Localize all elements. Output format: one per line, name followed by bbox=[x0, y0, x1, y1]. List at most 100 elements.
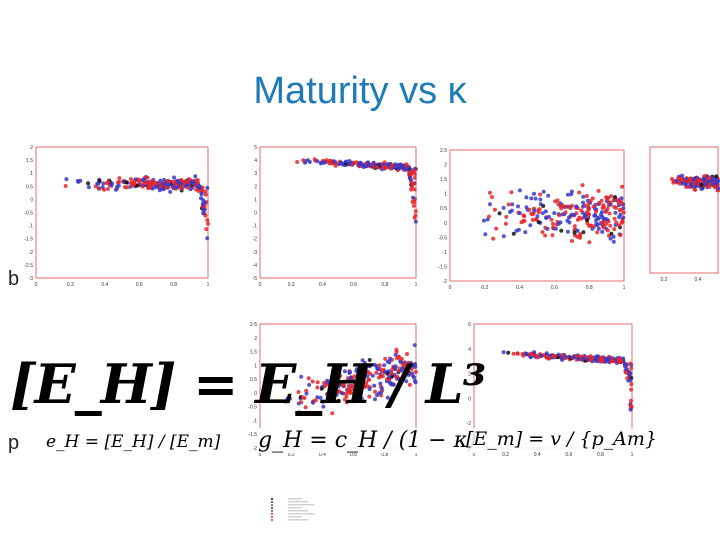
equation-structural-energy: [E_H] = E_H / L³ bbox=[10, 352, 486, 416]
equation-reserve-density: [E_m] = v / {p_Am} bbox=[466, 428, 658, 450]
y-tick-label: 1.5 bbox=[250, 350, 257, 356]
x-tick-label: 0.6 bbox=[551, 285, 558, 291]
y-tick-label: -2 bbox=[443, 279, 448, 285]
data-point bbox=[101, 181, 106, 186]
data-point bbox=[186, 183, 191, 188]
data-point bbox=[556, 221, 561, 226]
data-point bbox=[305, 158, 310, 163]
data-point bbox=[578, 234, 582, 238]
y-tick-label: -1 bbox=[253, 224, 258, 230]
data-point bbox=[581, 194, 586, 199]
data-point bbox=[315, 385, 320, 390]
data-point bbox=[571, 355, 576, 360]
data-point bbox=[501, 205, 506, 210]
data-point bbox=[707, 184, 712, 189]
data-point bbox=[676, 175, 681, 180]
data-point bbox=[332, 394, 337, 399]
side-label-p: p bbox=[8, 432, 20, 455]
y-tick-label: 2 bbox=[444, 163, 447, 169]
data-point bbox=[352, 388, 357, 393]
y-tick-label: 1 bbox=[254, 363, 257, 369]
data-point bbox=[109, 183, 114, 188]
data-point bbox=[75, 178, 80, 183]
data-point bbox=[320, 399, 325, 404]
data-point bbox=[511, 351, 516, 356]
data-point bbox=[621, 215, 626, 220]
scatter-svg: 2.521.510.50-0.5-1-1.5-20 0.2 0.4 0.6 0.8 1 bbox=[438, 148, 626, 291]
data-point bbox=[197, 185, 202, 190]
y-tick-label: 0 bbox=[254, 391, 257, 397]
legend-text-line bbox=[288, 510, 308, 512]
data-point bbox=[596, 226, 601, 231]
data-point bbox=[594, 221, 599, 226]
data-point bbox=[541, 189, 546, 194]
data-point bbox=[491, 236, 496, 241]
data-point bbox=[587, 223, 591, 228]
data-point bbox=[116, 183, 121, 188]
data-point bbox=[569, 189, 574, 194]
data-point bbox=[412, 172, 417, 176]
y-tick-label: 2 bbox=[254, 184, 257, 190]
data-point bbox=[624, 370, 629, 375]
data-point bbox=[296, 390, 301, 394]
y-tick-label: 4 bbox=[468, 347, 471, 353]
data-point bbox=[390, 367, 395, 372]
x-tick-label: 0.2 bbox=[288, 452, 295, 458]
data-point bbox=[201, 198, 205, 202]
data-point bbox=[532, 350, 537, 355]
data-point bbox=[343, 391, 348, 396]
data-point bbox=[129, 177, 133, 182]
data-point bbox=[519, 220, 524, 225]
data-point bbox=[315, 159, 320, 164]
data-point bbox=[501, 350, 506, 355]
data-point bbox=[360, 162, 364, 167]
data-point bbox=[575, 228, 580, 233]
data-point bbox=[399, 356, 404, 361]
data-point bbox=[380, 374, 385, 378]
data-point bbox=[63, 184, 68, 188]
data-point bbox=[315, 395, 320, 400]
data-point bbox=[560, 212, 565, 217]
data-point bbox=[64, 177, 69, 182]
data-point bbox=[342, 397, 347, 402]
y-tick-label: -2 bbox=[29, 250, 34, 256]
data-point bbox=[488, 202, 492, 207]
data-point bbox=[366, 160, 371, 165]
data-point bbox=[517, 188, 522, 193]
data-point bbox=[327, 392, 331, 397]
data-point bbox=[410, 184, 414, 189]
data-point bbox=[168, 189, 173, 194]
data-point bbox=[565, 192, 570, 197]
data-point bbox=[383, 369, 388, 374]
data-point bbox=[406, 165, 411, 170]
data-point bbox=[306, 376, 311, 381]
data-point bbox=[301, 411, 306, 416]
data-point bbox=[149, 179, 154, 184]
data-point bbox=[365, 374, 370, 379]
data-point bbox=[619, 207, 624, 212]
data-point bbox=[597, 201, 602, 206]
data-point bbox=[205, 236, 210, 241]
legend-marker bbox=[271, 516, 273, 518]
data-point bbox=[575, 217, 580, 222]
data-point bbox=[552, 211, 557, 216]
data-point bbox=[679, 177, 684, 182]
data-point bbox=[348, 390, 353, 395]
data-point bbox=[494, 226, 499, 231]
data-point bbox=[378, 367, 383, 372]
scatter-panel-2: 5 4 3 2 1 0 -1 -2 -3 -4 -5 0 0.2 0.4 0.6 0.8 1 bbox=[238, 145, 418, 290]
data-point bbox=[355, 389, 360, 394]
legend-text-line bbox=[288, 513, 314, 515]
data-point bbox=[352, 399, 357, 404]
x-tick-label: 1 bbox=[415, 452, 418, 458]
data-point bbox=[283, 399, 288, 404]
data-point bbox=[618, 233, 623, 237]
data-point bbox=[588, 198, 593, 203]
data-point bbox=[301, 395, 305, 400]
data-point bbox=[318, 161, 323, 166]
y-tick-label: 4 bbox=[254, 158, 257, 164]
data-point bbox=[191, 181, 196, 186]
data-point bbox=[348, 375, 353, 380]
data-point bbox=[323, 383, 328, 388]
data-point bbox=[124, 180, 129, 185]
